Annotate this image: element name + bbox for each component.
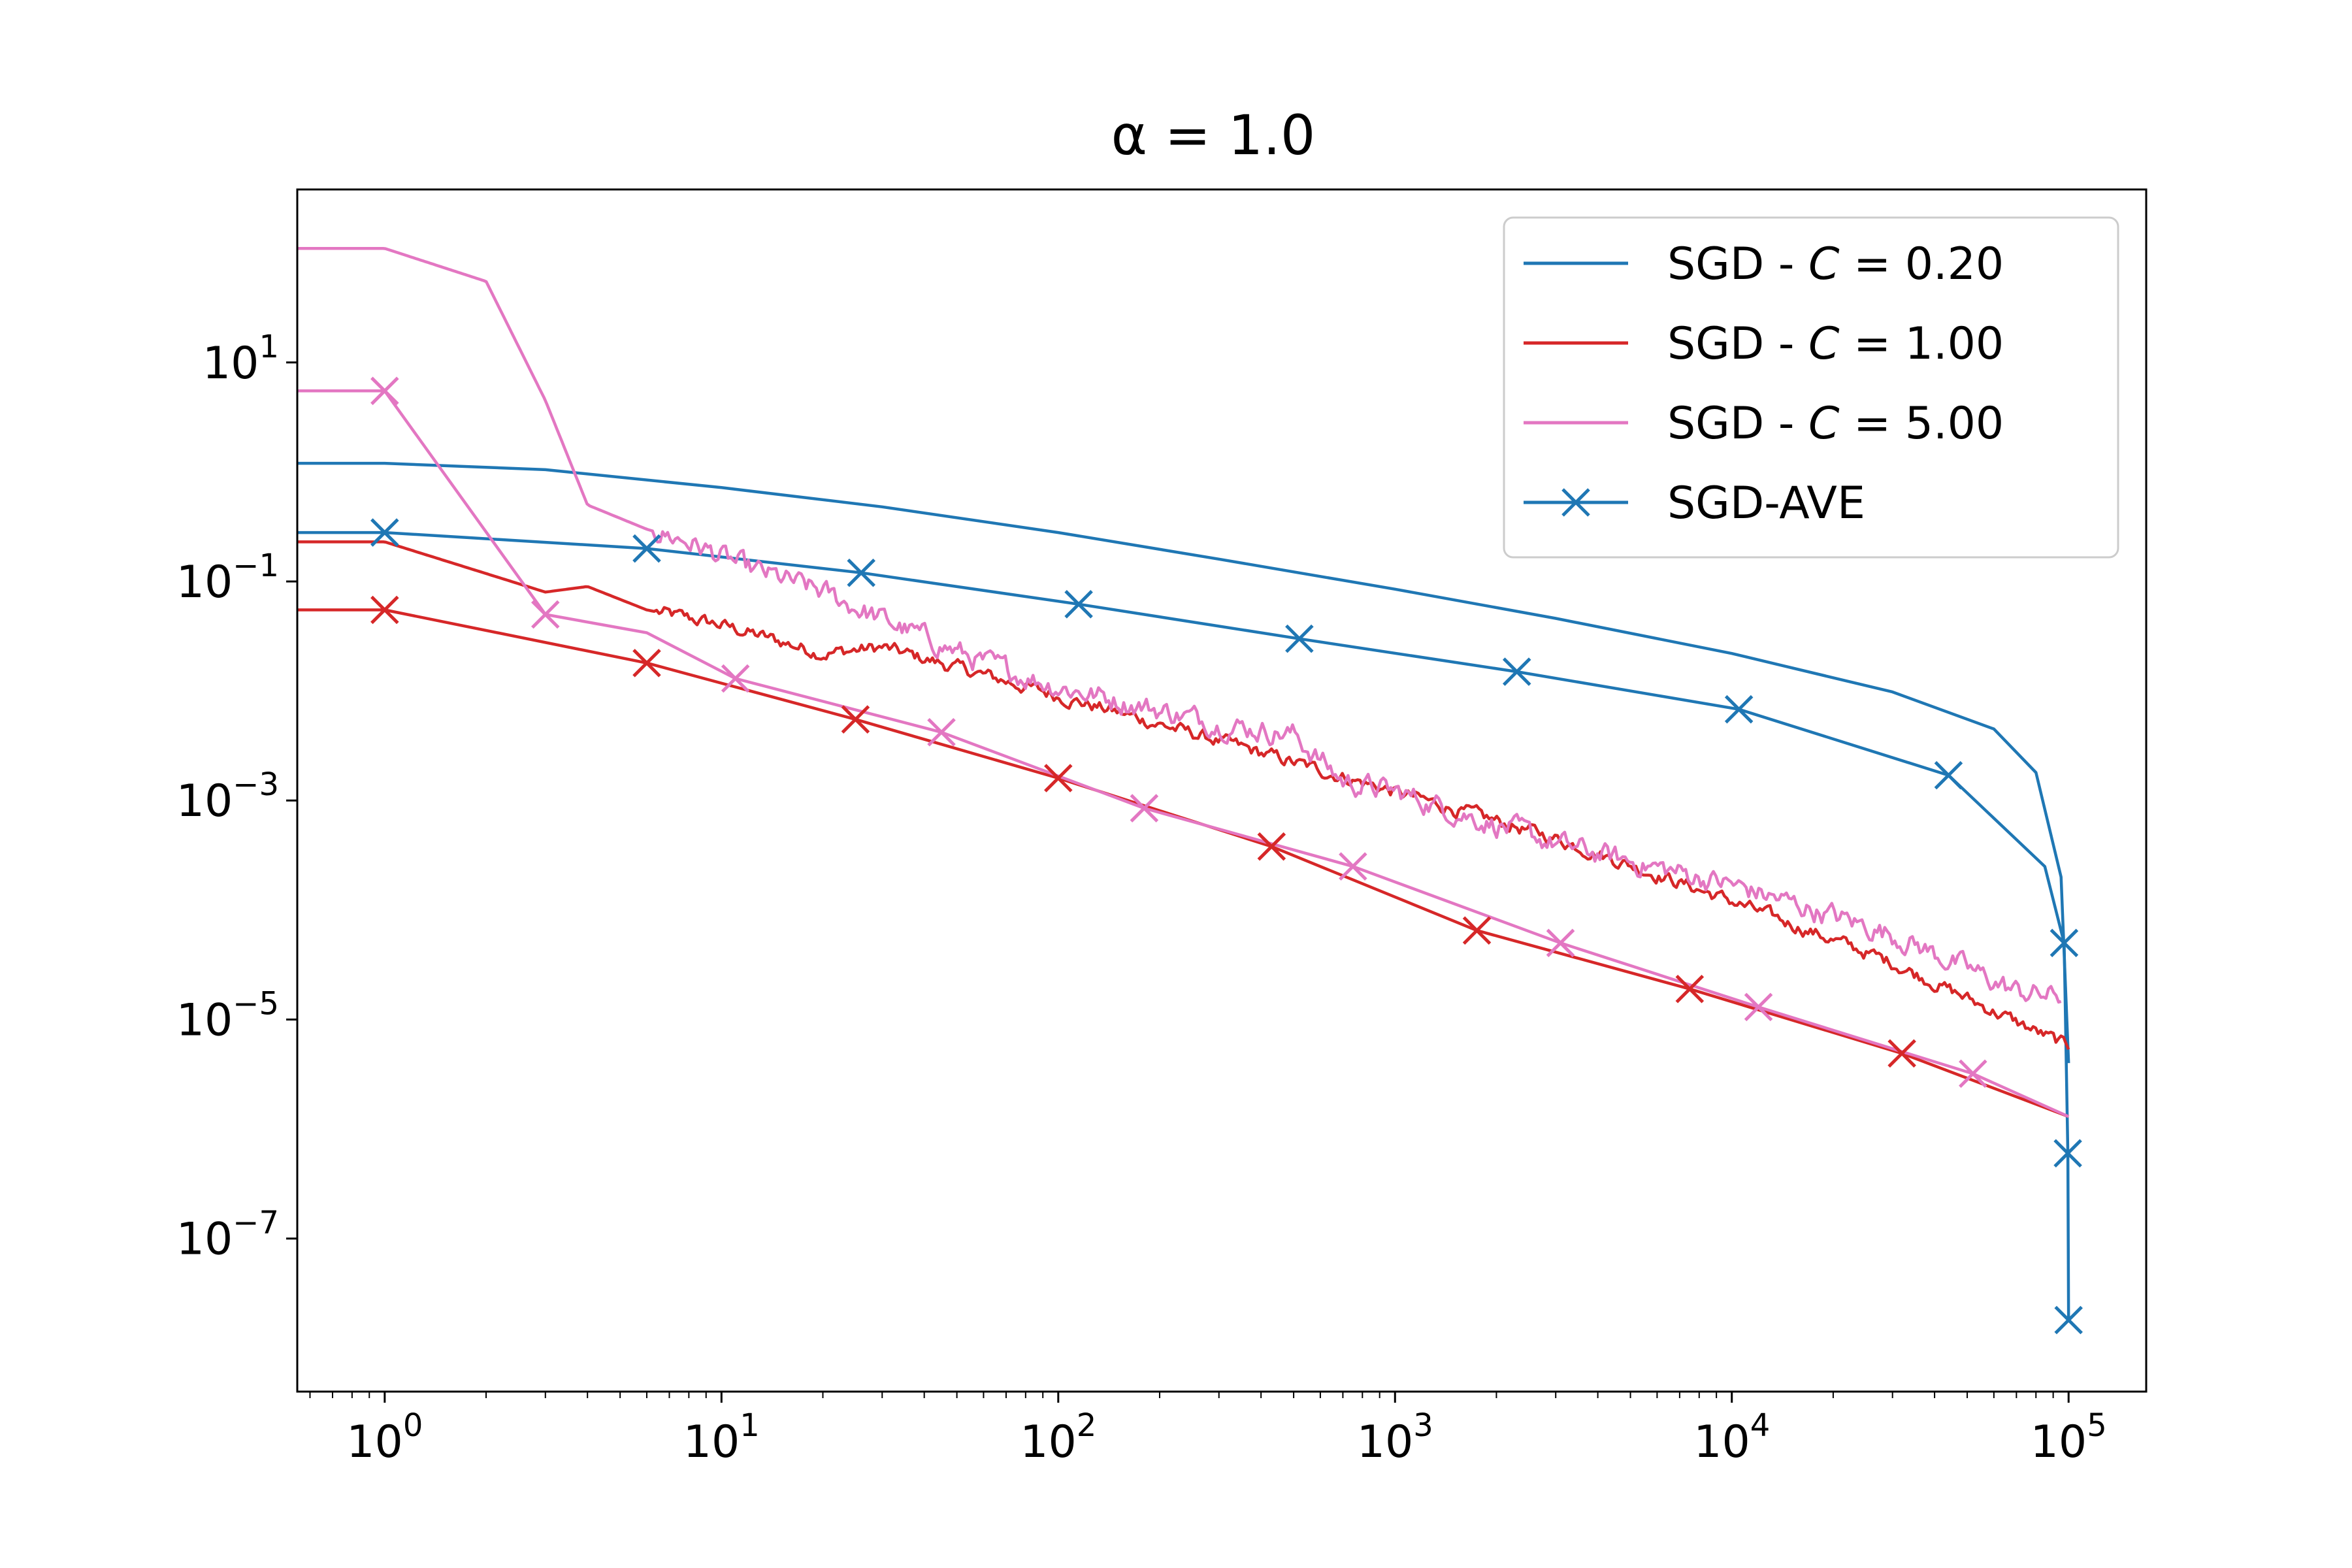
series-1-marker-1 bbox=[632, 534, 661, 563]
y-tick-label: 10−1 bbox=[176, 547, 279, 608]
series-1-marker-3 bbox=[1064, 590, 1093, 619]
series-1-marker-8 bbox=[2050, 928, 2079, 958]
series-5-marker-0 bbox=[370, 376, 399, 406]
series-5-marker-3 bbox=[927, 718, 956, 747]
series-1-marker-6 bbox=[1724, 694, 1754, 724]
series-5-marker-4 bbox=[1130, 794, 1159, 823]
legend-entry-1: SGD - C = 1.00 bbox=[1524, 318, 2004, 370]
x-tick-label: 101 bbox=[683, 1407, 760, 1468]
legend-label: SGD - C = 1.00 bbox=[1667, 318, 2004, 370]
series-line-5 bbox=[297, 389, 2070, 1119]
legend-label: SGD-AVE bbox=[1667, 478, 1865, 529]
legend-entry-2: SGD - C = 5.00 bbox=[1524, 398, 2004, 449]
y-tick-label: 10−7 bbox=[176, 1205, 279, 1266]
series-1-marker-7 bbox=[1934, 760, 1963, 790]
series-3-marker-2 bbox=[841, 705, 870, 734]
legend-x-marker bbox=[1561, 488, 1590, 517]
series-3-marker-7 bbox=[1887, 1039, 1916, 1068]
series-3-marker-0 bbox=[370, 595, 399, 625]
legend: SGD - C = 0.20 SGD - C = 1.00 SGD - C = 5.… bbox=[1503, 216, 2119, 559]
series-3-marker-6 bbox=[1675, 974, 1705, 1004]
series-1-marker-5 bbox=[1502, 657, 1531, 686]
series-5-marker-6 bbox=[1546, 928, 1575, 958]
legend-box bbox=[1503, 216, 2119, 559]
plot-frame bbox=[296, 188, 2148, 1393]
y-tick-label: 10−5 bbox=[176, 985, 279, 1046]
series-5-marker-5 bbox=[1339, 852, 1367, 881]
legend-entry-0: SGD - C = 0.20 bbox=[1524, 238, 2004, 290]
x-tick-label: 100 bbox=[346, 1407, 423, 1468]
series-3-marker-4 bbox=[1257, 832, 1286, 861]
y-tick-label: 101 bbox=[203, 329, 279, 389]
series-1-marker-4 bbox=[1285, 624, 1314, 653]
x-tick-label: 103 bbox=[1357, 1407, 1433, 1468]
chart-title: α = 1.0 bbox=[1111, 103, 1316, 167]
series-1-marker-9 bbox=[2053, 1139, 2082, 1168]
series-5-marker-8 bbox=[1959, 1059, 1987, 1088]
marker-layer bbox=[370, 376, 2083, 1335]
series-5-marker-2 bbox=[721, 664, 750, 693]
series-3-marker-3 bbox=[1044, 764, 1073, 792]
series-line-4 bbox=[297, 246, 2062, 1004]
series-3-marker-1 bbox=[632, 649, 661, 678]
series-line-2 bbox=[297, 540, 2070, 1051]
series-3-marker-5 bbox=[1462, 916, 1492, 945]
series-1-marker-2 bbox=[847, 558, 875, 587]
legend-label: SGD - C = 0.20 bbox=[1667, 238, 2004, 290]
legend-entry-3: SGD-AVE bbox=[1524, 478, 1865, 529]
series-1-marker-10 bbox=[2054, 1305, 2083, 1335]
series-1-marker-0 bbox=[370, 518, 399, 547]
y-tick-label: 10−3 bbox=[176, 766, 279, 827]
x-tick-label: 104 bbox=[1693, 1407, 1770, 1468]
tick-layer: 100 101 102 103 104 105 101 10−1 10−3 10−5 10−7 bbox=[176, 329, 2107, 1468]
series-line-3 bbox=[297, 608, 2069, 1119]
legend-label: SGD - C = 5.00 bbox=[1667, 398, 2004, 449]
x-tick-label: 105 bbox=[2031, 1407, 2107, 1468]
series-line-0 bbox=[297, 461, 2070, 1064]
series-5-marker-1 bbox=[531, 600, 560, 629]
series-5-marker-7 bbox=[1744, 992, 1773, 1022]
x-tick-label: 102 bbox=[1020, 1407, 1096, 1468]
